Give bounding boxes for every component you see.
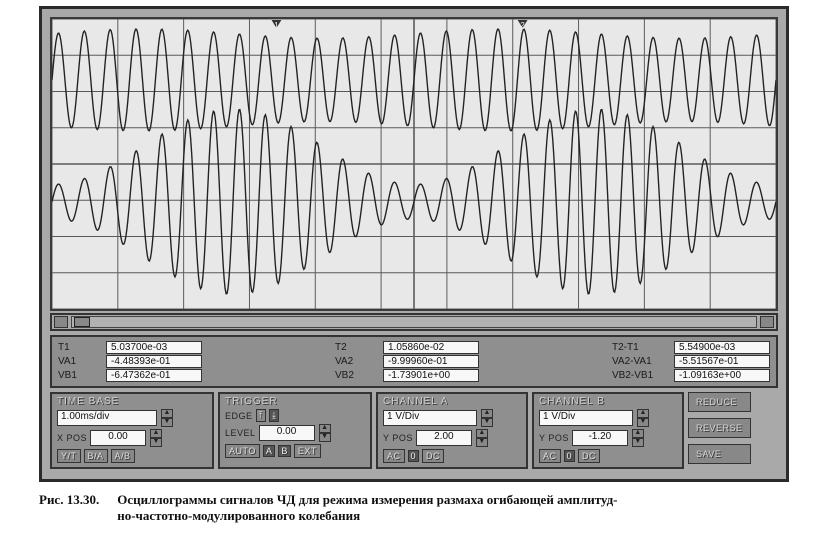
cha-ypos-spinner[interactable]: ▲▼ bbox=[476, 429, 488, 447]
val-dt: 5.54900e-03 bbox=[674, 341, 770, 354]
cha-dc[interactable]: DC bbox=[422, 449, 444, 463]
caption-line2: но-частотно-модулированного колебания bbox=[117, 508, 360, 523]
oscilloscope-window: 12 T1 5.03700e-03 VA1 -4.48393e-01 VB1 -6.4… bbox=[39, 6, 789, 482]
trg-auto[interactable]: AUTO bbox=[225, 444, 260, 458]
scroll-track[interactable] bbox=[71, 316, 757, 328]
side-buttons: REDUCE REVERSE SAVE bbox=[688, 392, 751, 469]
trigger-panel: TRIGGER EDGE ⤒ ⤓ LEVEL 0.00 ▲▼ AUTO A B … bbox=[218, 392, 372, 469]
edge-rising-button[interactable]: ⤒ bbox=[256, 409, 266, 422]
caption-line1: Осциллограммы сигналов ЧД для режима изм… bbox=[117, 492, 617, 507]
chb-ypos[interactable]: -1.20 bbox=[572, 430, 628, 446]
chb-dc[interactable]: DC bbox=[578, 449, 600, 463]
timebase-spinner[interactable]: ▲▼ bbox=[161, 409, 173, 427]
timebase-panel: TIME BASE 1.00ms/div ▲▼ X POS 0.00 ▲▼ Y/… bbox=[50, 392, 214, 469]
channel-b-title: CHANNEL B bbox=[539, 396, 677, 407]
val-vb2: -1.73901e+00 bbox=[383, 369, 479, 382]
figure-caption: Рис. 13.30. Осциллограммы сигналов ЧД дл… bbox=[39, 492, 789, 524]
svg-text:1: 1 bbox=[274, 21, 279, 30]
scope-svg: 12 bbox=[52, 19, 776, 309]
cha-ypos-label: Y POS bbox=[383, 433, 413, 443]
meas-col-2: T2 1.05860e-02 VA2 -9.99960e-01 VB2 -1.7390… bbox=[335, 341, 479, 382]
xpos-label: X POS bbox=[57, 433, 87, 443]
lbl-vb1: VB1 bbox=[58, 370, 100, 381]
val-t1: 5.03700e-03 bbox=[106, 341, 202, 354]
chb-scale-spinner[interactable]: ▲▼ bbox=[637, 409, 649, 427]
trigger-level-input[interactable]: 0.00 bbox=[259, 425, 315, 441]
horizontal-scrollbar[interactable] bbox=[50, 313, 778, 331]
controls-row: TIME BASE 1.00ms/div ▲▼ X POS 0.00 ▲▼ Y/… bbox=[50, 392, 778, 469]
channel-a-title: CHANNEL A bbox=[383, 396, 521, 407]
chb-ypos-spinner[interactable]: ▲▼ bbox=[632, 429, 644, 447]
level-label: LEVEL bbox=[225, 428, 256, 438]
val-dvb: -1.09163e+00 bbox=[674, 369, 770, 382]
reverse-button[interactable]: REVERSE bbox=[688, 418, 751, 438]
trigger-title: TRIGGER bbox=[225, 396, 365, 407]
xpos-input[interactable]: 0.00 bbox=[90, 430, 146, 446]
scope-screen[interactable]: 12 bbox=[50, 17, 778, 311]
lbl-dvb: VB2-VB1 bbox=[612, 370, 668, 381]
lbl-dt: T2-T1 bbox=[612, 342, 668, 353]
edge-label: EDGE bbox=[225, 411, 253, 421]
cha-ypos[interactable]: 2.00 bbox=[416, 430, 472, 446]
chb-zero[interactable]: 0 bbox=[564, 450, 576, 462]
trg-ext[interactable]: EXT bbox=[294, 444, 321, 458]
cha-scale[interactable]: 1 V/Div bbox=[383, 410, 477, 426]
chb-scale[interactable]: 1 V/Div bbox=[539, 410, 633, 426]
channel-a-panel: CHANNEL A 1 V/Div ▲▼ Y POS 2.00 ▲▼ AC 0 … bbox=[376, 392, 528, 469]
btn-yt[interactable]: Y/T bbox=[57, 449, 81, 463]
channel-b-panel: CHANNEL B 1 V/Div ▲▼ Y POS -1.20 ▲▼ AC 0… bbox=[532, 392, 684, 469]
trg-a[interactable]: A bbox=[263, 445, 276, 457]
val-va2: -9.99960e-01 bbox=[383, 355, 479, 368]
cha-scale-spinner[interactable]: ▲▼ bbox=[481, 409, 493, 427]
lbl-t2: T2 bbox=[335, 342, 377, 353]
meas-col-3: T2-T1 5.54900e-03 VA2-VA1 -5.51567e-01 VB2… bbox=[612, 341, 770, 382]
btn-ba[interactable]: B/A bbox=[84, 449, 108, 463]
trg-b[interactable]: B bbox=[278, 445, 291, 457]
caption-number: Рис. 13.30. bbox=[39, 492, 99, 524]
edge-falling-button[interactable]: ⤓ bbox=[269, 409, 279, 422]
lbl-va1: VA1 bbox=[58, 356, 100, 367]
cha-ac[interactable]: AC bbox=[383, 449, 405, 463]
save-button[interactable]: SAVE bbox=[688, 444, 751, 464]
lbl-t1: T1 bbox=[58, 342, 100, 353]
trigger-level-spinner[interactable]: ▲▼ bbox=[319, 424, 331, 442]
chb-ypos-label: Y POS bbox=[539, 433, 569, 443]
val-dva: -5.51567e-01 bbox=[674, 355, 770, 368]
val-t2: 1.05860e-02 bbox=[383, 341, 479, 354]
reduce-button[interactable]: REDUCE bbox=[688, 392, 751, 412]
lbl-vb2: VB2 bbox=[335, 370, 377, 381]
val-va1: -4.48393e-01 bbox=[106, 355, 202, 368]
meas-col-1: T1 5.03700e-03 VA1 -4.48393e-01 VB1 -6.4736… bbox=[58, 341, 202, 382]
chb-ac[interactable]: AC bbox=[539, 449, 561, 463]
timebase-title: TIME BASE bbox=[57, 396, 207, 407]
scroll-thumb[interactable] bbox=[74, 317, 90, 327]
timebase-scale[interactable]: 1.00ms/div bbox=[57, 410, 157, 426]
cha-zero[interactable]: 0 bbox=[408, 450, 420, 462]
scroll-left-button[interactable] bbox=[54, 316, 68, 328]
btn-ab[interactable]: A/B bbox=[111, 449, 135, 463]
measurements-panel: T1 5.03700e-03 VA1 -4.48393e-01 VB1 -6.4736… bbox=[50, 335, 778, 388]
lbl-va2: VA2 bbox=[335, 356, 377, 367]
val-vb1: -6.47362e-01 bbox=[106, 369, 202, 382]
xpos-spinner[interactable]: ▲▼ bbox=[150, 429, 162, 447]
scroll-right-button[interactable] bbox=[760, 316, 774, 328]
lbl-dva: VA2-VA1 bbox=[612, 356, 668, 367]
